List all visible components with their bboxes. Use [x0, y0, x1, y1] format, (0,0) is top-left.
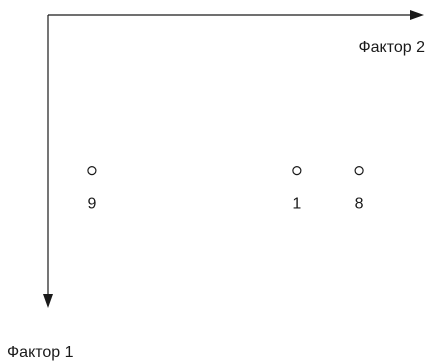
data-points: 9 1 8 — [87, 166, 364, 213]
point-label-8: 8 — [355, 196, 364, 213]
point-label-9: 9 — [87, 196, 96, 213]
point-marker-8 — [354, 166, 364, 176]
y-axis-arrow — [43, 294, 53, 308]
y-axis-label: Фактор 1 — [7, 344, 74, 361]
point-marker-9 — [87, 166, 97, 176]
point-label-1: 1 — [292, 196, 301, 213]
point-marker-1 — [292, 166, 302, 176]
x-axis-label: Фактор 2 — [358, 39, 425, 56]
x-axis-arrow — [410, 10, 424, 20]
